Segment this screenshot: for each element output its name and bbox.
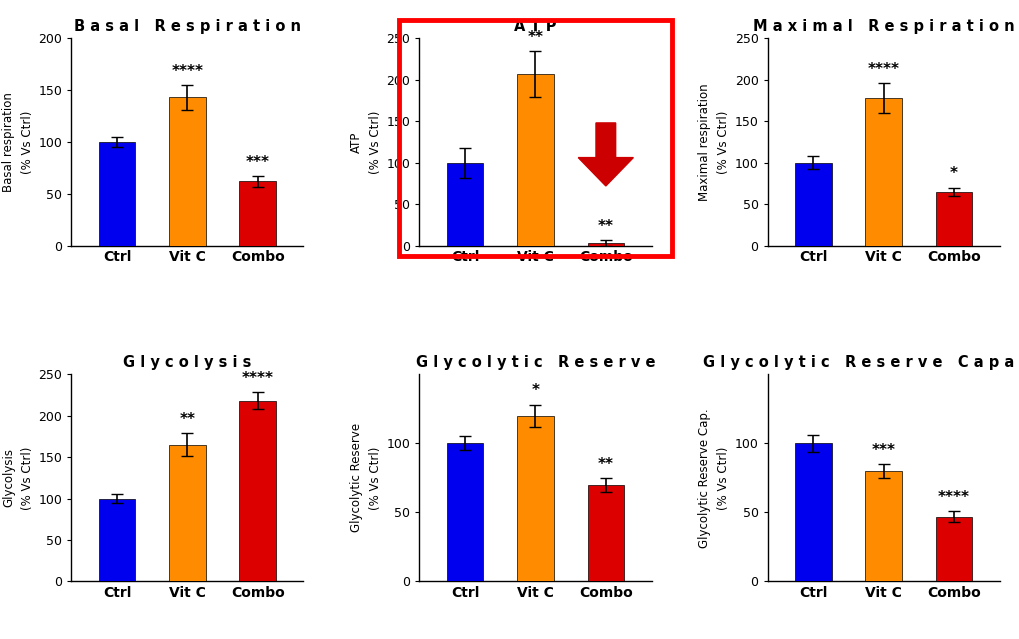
Bar (934, 192, 971, 245)
Text: *: * (531, 383, 539, 398)
Bar (864, 98, 901, 245)
Text: *: * (949, 166, 957, 181)
Text: ****: **** (867, 62, 899, 77)
Bar (239, 181, 276, 245)
Text: ***: *** (870, 443, 895, 458)
Text: **: ** (527, 29, 543, 45)
Text: ****: **** (171, 64, 203, 79)
Bar (794, 163, 830, 245)
Y-axis label: Basal respiration
(% Vs Ctrl): Basal respiration (% Vs Ctrl) (2, 92, 35, 192)
Text: ****: **** (937, 489, 969, 505)
Bar (517, 415, 553, 581)
FancyArrow shape (578, 123, 633, 186)
Y-axis label: Glycolytic Reserve
(% Vs Ctrl): Glycolytic Reserve (% Vs Ctrl) (351, 423, 382, 532)
Y-axis label: Glycolysis
(% Vs Ctrl): Glycolysis (% Vs Ctrl) (2, 446, 35, 509)
Bar (934, 516, 971, 581)
Bar (169, 97, 206, 245)
Title: G l y c o l y t i c   R e s e r v e: G l y c o l y t i c R e s e r v e (416, 355, 654, 370)
Text: **: ** (597, 219, 613, 234)
Y-axis label: ATP
(% Vs Ctrl): ATP (% Vs Ctrl) (351, 111, 382, 174)
Text: ****: **** (242, 371, 273, 386)
Bar (239, 401, 276, 581)
Bar (99, 498, 136, 581)
Title: B a s a l   R e s p i r a t i o n: B a s a l R e s p i r a t i o n (73, 19, 301, 35)
Bar (794, 443, 830, 581)
Text: ***: *** (246, 155, 269, 170)
Bar (446, 443, 483, 581)
Bar (587, 485, 624, 581)
Y-axis label: Maximal respiration
(% Vs Ctrl): Maximal respiration (% Vs Ctrl) (698, 83, 730, 201)
Bar (169, 445, 206, 581)
Bar (446, 163, 483, 245)
Title: G l y c o l y s i s: G l y c o l y s i s (123, 355, 252, 370)
Bar (99, 142, 136, 245)
Bar (587, 243, 624, 245)
Title: A T P: A T P (514, 19, 556, 35)
Title: M a x i m a l   R e s p i r a t i o n: M a x i m a l R e s p i r a t i o n (752, 19, 1013, 35)
Title: G l y c o l y t i c   R e s e r v e   C a p a c i t y: G l y c o l y t i c R e s e r v e C a p … (702, 355, 1019, 370)
Text: **: ** (179, 412, 196, 427)
Text: **: ** (597, 457, 613, 472)
Bar (864, 471, 901, 581)
Y-axis label: Glycolytic Reserve Cap.
(% Vs Ctrl): Glycolytic Reserve Cap. (% Vs Ctrl) (698, 408, 730, 548)
Bar (517, 74, 553, 245)
